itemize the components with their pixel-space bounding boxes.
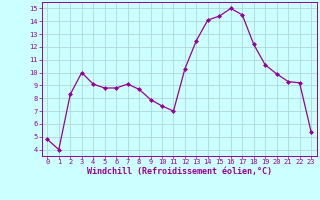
X-axis label: Windchill (Refroidissement éolien,°C): Windchill (Refroidissement éolien,°C)	[87, 167, 272, 176]
